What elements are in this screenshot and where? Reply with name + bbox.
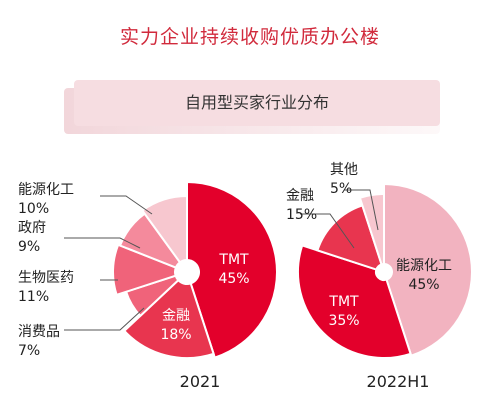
pie1-leader-consumer bbox=[64, 307, 145, 331]
pie1-value-tmt: 45% bbox=[218, 271, 249, 287]
pie2-center-hole bbox=[376, 264, 392, 280]
chart-year-2021: 2021 bbox=[179, 372, 221, 391]
pie1-label-consumer: 消费品 bbox=[18, 324, 60, 340]
pie2-leader-finance bbox=[300, 213, 355, 249]
pie1-label-government: 政府 bbox=[18, 220, 46, 236]
pie2-label-tmt: TMT bbox=[328, 294, 359, 310]
pie1-slice-finance bbox=[122, 278, 215, 359]
pie1-value-government: 9% bbox=[18, 239, 40, 255]
pie1-value-finance: 18% bbox=[160, 327, 191, 343]
pie2-value-tmt: 35% bbox=[328, 313, 359, 329]
pie2-value-finance: 15% bbox=[286, 207, 317, 223]
pie1-leader-energy bbox=[100, 195, 153, 215]
chart-year-2022h1: 2022H1 bbox=[366, 372, 430, 391]
pie1-leader-government bbox=[64, 237, 141, 249]
pie2-label-other: 其他 bbox=[330, 162, 358, 178]
pie2-leader-other bbox=[344, 189, 379, 231]
pie1-value-consumer: 7% bbox=[18, 343, 40, 359]
pie1-center-hole bbox=[175, 260, 199, 284]
pie1-label-biomed: 生物医药 bbox=[18, 270, 74, 286]
pie2-value-other: 5% bbox=[330, 181, 352, 197]
subtitle-banner bbox=[74, 80, 440, 126]
pie1-label-tmt: TMT bbox=[218, 252, 249, 268]
pie1-label-energy: 能源化工 bbox=[18, 182, 74, 198]
pie1-value-biomed: 11% bbox=[18, 289, 49, 305]
pie2-label-energy: 能源化工 bbox=[396, 258, 452, 274]
pie1-value-energy: 10% bbox=[18, 201, 49, 217]
pie2-value-energy: 45% bbox=[408, 277, 439, 293]
page-title: 实力企业持续收购优质办公楼 bbox=[119, 26, 380, 48]
chart-subtitle: 自用型买家行业分布 bbox=[184, 93, 329, 112]
pie1-label-finance: 金融 bbox=[162, 308, 190, 324]
pie1-slice-biomed bbox=[112, 243, 178, 297]
pie2-label-finance: 金融 bbox=[286, 188, 314, 204]
